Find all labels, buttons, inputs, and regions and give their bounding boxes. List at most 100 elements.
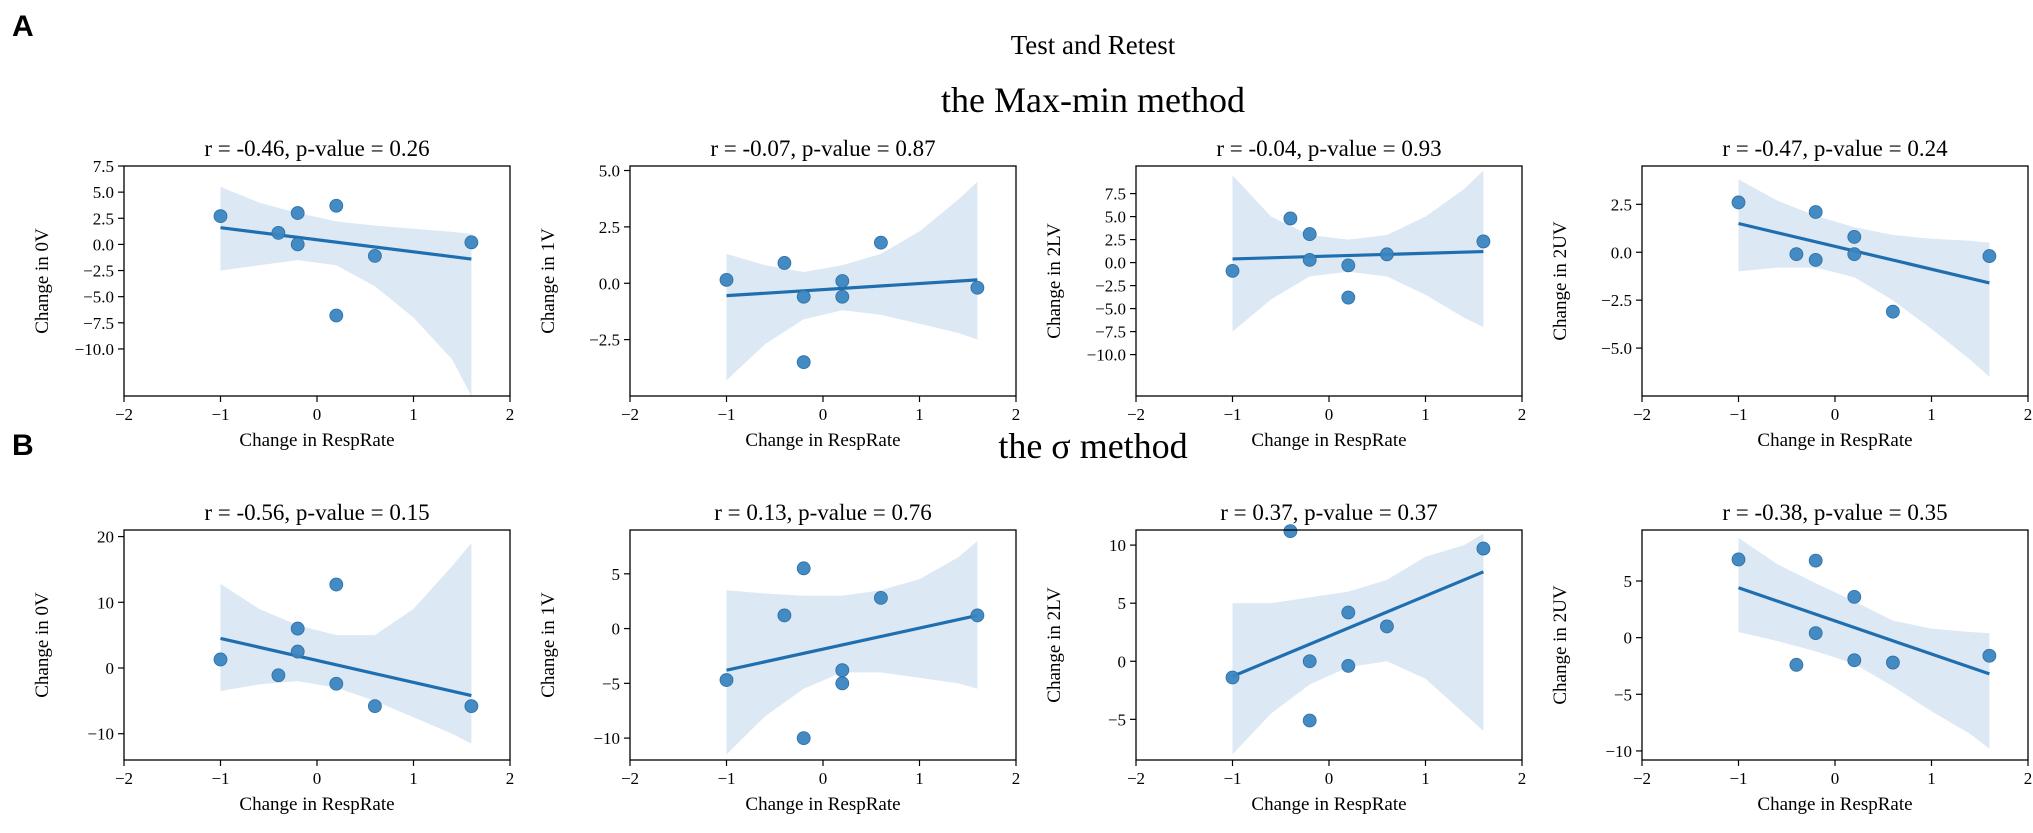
x-tick-label: 0 xyxy=(819,769,828,788)
y-axis-label: Change in 2UV xyxy=(1550,221,1571,341)
x-tick-label: 2 xyxy=(506,405,515,424)
x-axis-label: Change in RespRate xyxy=(239,794,394,815)
data-point xyxy=(213,652,228,667)
data-point xyxy=(1731,195,1746,210)
x-tick-label: −1 xyxy=(717,769,735,788)
y-tick-label: 2.5 xyxy=(93,209,114,228)
y-tick-label: 5 xyxy=(612,565,621,584)
regression-line xyxy=(220,226,472,261)
figure-supertitle: Test and Retest xyxy=(1011,30,1176,60)
data-point xyxy=(1886,304,1900,319)
data-point xyxy=(271,226,286,240)
data-point xyxy=(835,676,850,691)
data-point xyxy=(1283,211,1298,226)
confidence-band xyxy=(1738,179,1990,377)
data-point xyxy=(796,289,811,304)
data-point xyxy=(1341,605,1356,620)
data-point xyxy=(1731,552,1746,567)
y-tick-label: 0 xyxy=(106,659,115,678)
x-tick-label: −1 xyxy=(1223,405,1241,424)
x-tick-label: −2 xyxy=(115,405,133,424)
x-tick-label: 2 xyxy=(1518,405,1527,424)
y-tick-label: 10 xyxy=(1109,536,1126,555)
data-point xyxy=(1847,230,1862,244)
regression-line xyxy=(726,613,978,672)
data-point xyxy=(1982,648,1997,663)
data-point xyxy=(777,608,792,623)
y-axis-label: Change in 2LV xyxy=(1044,587,1065,703)
x-tick-label: −1 xyxy=(1223,769,1241,788)
regression-line xyxy=(220,636,472,698)
x-tick-label: 2 xyxy=(2024,769,2033,788)
subplot-title: r = -0.47, p-value = 0.24 xyxy=(1722,136,1948,161)
data-point xyxy=(1225,263,1240,278)
y-tick-label: 0.0 xyxy=(1105,254,1126,273)
y-tick-label: −2.5 xyxy=(83,262,114,281)
x-tick-label: −1 xyxy=(717,405,735,424)
x-tick-label: 0 xyxy=(1831,769,1840,788)
subplot-title: r = 0.13, p-value = 0.76 xyxy=(714,500,932,525)
x-tick-label: 0 xyxy=(1831,405,1840,424)
data-point xyxy=(1341,258,1356,273)
x-tick-label: 1 xyxy=(1421,405,1430,424)
data-point xyxy=(1476,541,1491,556)
x-tick-label: −1 xyxy=(211,769,229,788)
y-tick-label: 5.0 xyxy=(93,183,114,202)
subplot-title: r = 0.37, p-value = 0.37 xyxy=(1220,500,1438,525)
y-tick-label: −5 xyxy=(1614,685,1632,704)
y-tick-label: 2.5 xyxy=(1611,195,1632,214)
data-point xyxy=(970,280,985,295)
confidence-band xyxy=(1232,170,1484,332)
data-point xyxy=(1341,659,1356,673)
y-tick-label: 5.0 xyxy=(599,162,620,181)
regression-line xyxy=(1737,586,1990,676)
x-tick-label: 0 xyxy=(313,405,322,424)
data-point xyxy=(367,249,382,263)
panel-letter-a: A xyxy=(12,10,34,43)
data-point xyxy=(1808,205,1823,219)
data-point xyxy=(835,289,850,304)
data-point xyxy=(1982,249,1997,263)
x-tick-label: 0 xyxy=(1325,405,1334,424)
data-point xyxy=(970,608,985,623)
y-tick-label: 7.5 xyxy=(93,157,114,176)
data-point xyxy=(329,308,344,323)
y-tick-label: −10 xyxy=(1605,742,1632,761)
data-point xyxy=(290,206,305,220)
x-tick-label: 1 xyxy=(915,769,924,788)
y-tick-label: −10 xyxy=(593,729,620,748)
section-a-title: the Max-min method xyxy=(941,80,1245,120)
y-tick-label: 20 xyxy=(97,528,114,547)
x-axis-label: Change in RespRate xyxy=(239,430,394,451)
data-point xyxy=(1886,655,1900,670)
data-point xyxy=(835,663,850,678)
x-axis-label: Change in RespRate xyxy=(745,794,900,815)
confidence-band xyxy=(220,543,472,744)
x-tick-label: −2 xyxy=(115,769,133,788)
x-axis-label: Change in RespRate xyxy=(745,430,900,451)
data-point xyxy=(835,274,850,288)
y-tick-label: −10.0 xyxy=(1087,346,1126,365)
subplot-3: −2 −1 0 1 2 7.5 5.0 2.5 0.0 −2.5 −5.0 −7.5 −10.0 r = … xyxy=(1044,136,1526,451)
y-tick-label: −5.0 xyxy=(1601,339,1632,358)
confidence-band xyxy=(1232,533,1484,755)
subplot-title: r = -0.07, p-value = 0.87 xyxy=(710,136,935,161)
x-axis-label: Change in RespRate xyxy=(1251,430,1406,451)
data-point xyxy=(1302,252,1317,267)
x-tick-label: −1 xyxy=(1729,405,1747,424)
x-tick-label: 1 xyxy=(1421,769,1430,788)
subplot-title: r = -0.46, p-value = 0.26 xyxy=(204,136,429,161)
y-tick-label: 0 xyxy=(1624,629,1633,648)
subplot-2: −2 −1 0 1 2 5.0 2.5 0.0 −2.5 r = -0.07, p-value =… xyxy=(538,136,1020,451)
y-tick-label: 7.5 xyxy=(1105,185,1126,204)
y-tick-label: −5.0 xyxy=(83,288,114,307)
y-tick-label: 10 xyxy=(97,593,114,612)
subplot-6: −2 −1 0 1 250−5−10r = 0.13, p-value = 0.76Ch… xyxy=(538,500,1020,815)
subplot-title: r = -0.38, p-value = 0.35 xyxy=(1722,500,1947,525)
x-tick-label: −1 xyxy=(1729,769,1747,788)
section-b-title: the σ method xyxy=(998,426,1187,466)
x-axis-label: Change in RespRate xyxy=(1251,794,1406,815)
x-tick-label: −2 xyxy=(1127,405,1145,424)
